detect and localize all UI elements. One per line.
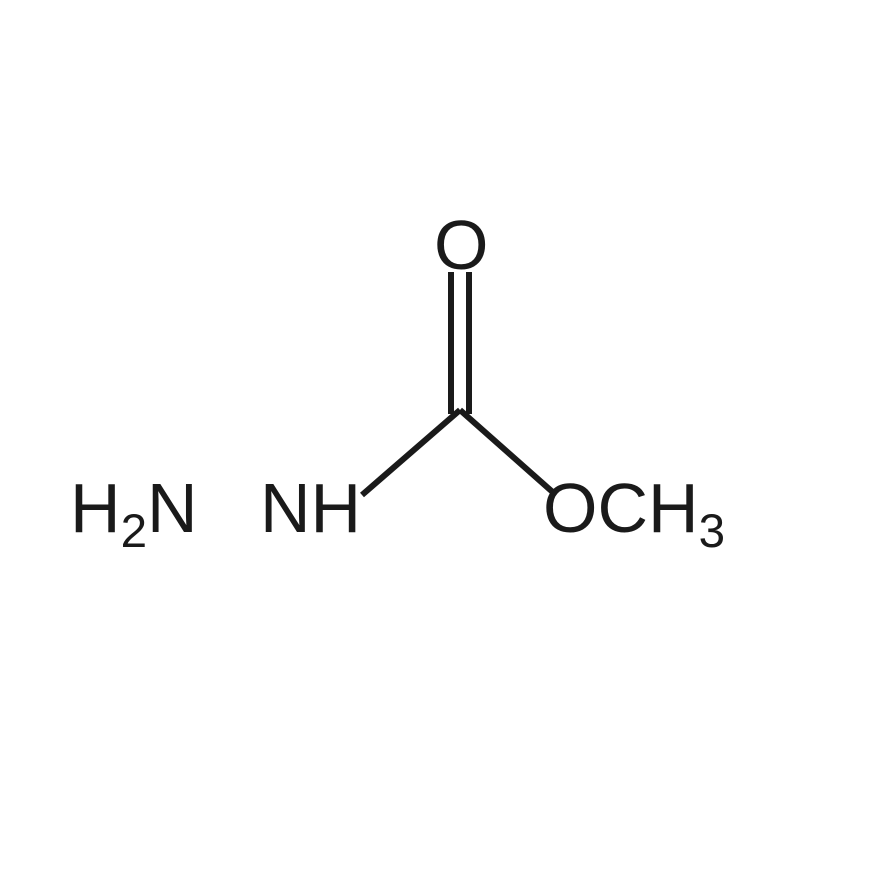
chemical-structure-diagram: H2N NH O OCH3 [0,0,890,890]
atom-h2n-h: H [70,469,121,547]
atom-nh: NH [260,473,361,543]
atom-h2n-n: N [147,469,198,547]
atom-och3: OCH3 [543,473,725,543]
bond-lines [0,0,890,890]
atom-h2n-sub: 2 [121,505,147,558]
atom-o-top: O [434,210,488,280]
atom-och3-main: OCH [543,469,699,547]
atom-h2n: H2N [70,473,198,543]
atom-och3-sub: 3 [699,505,725,558]
